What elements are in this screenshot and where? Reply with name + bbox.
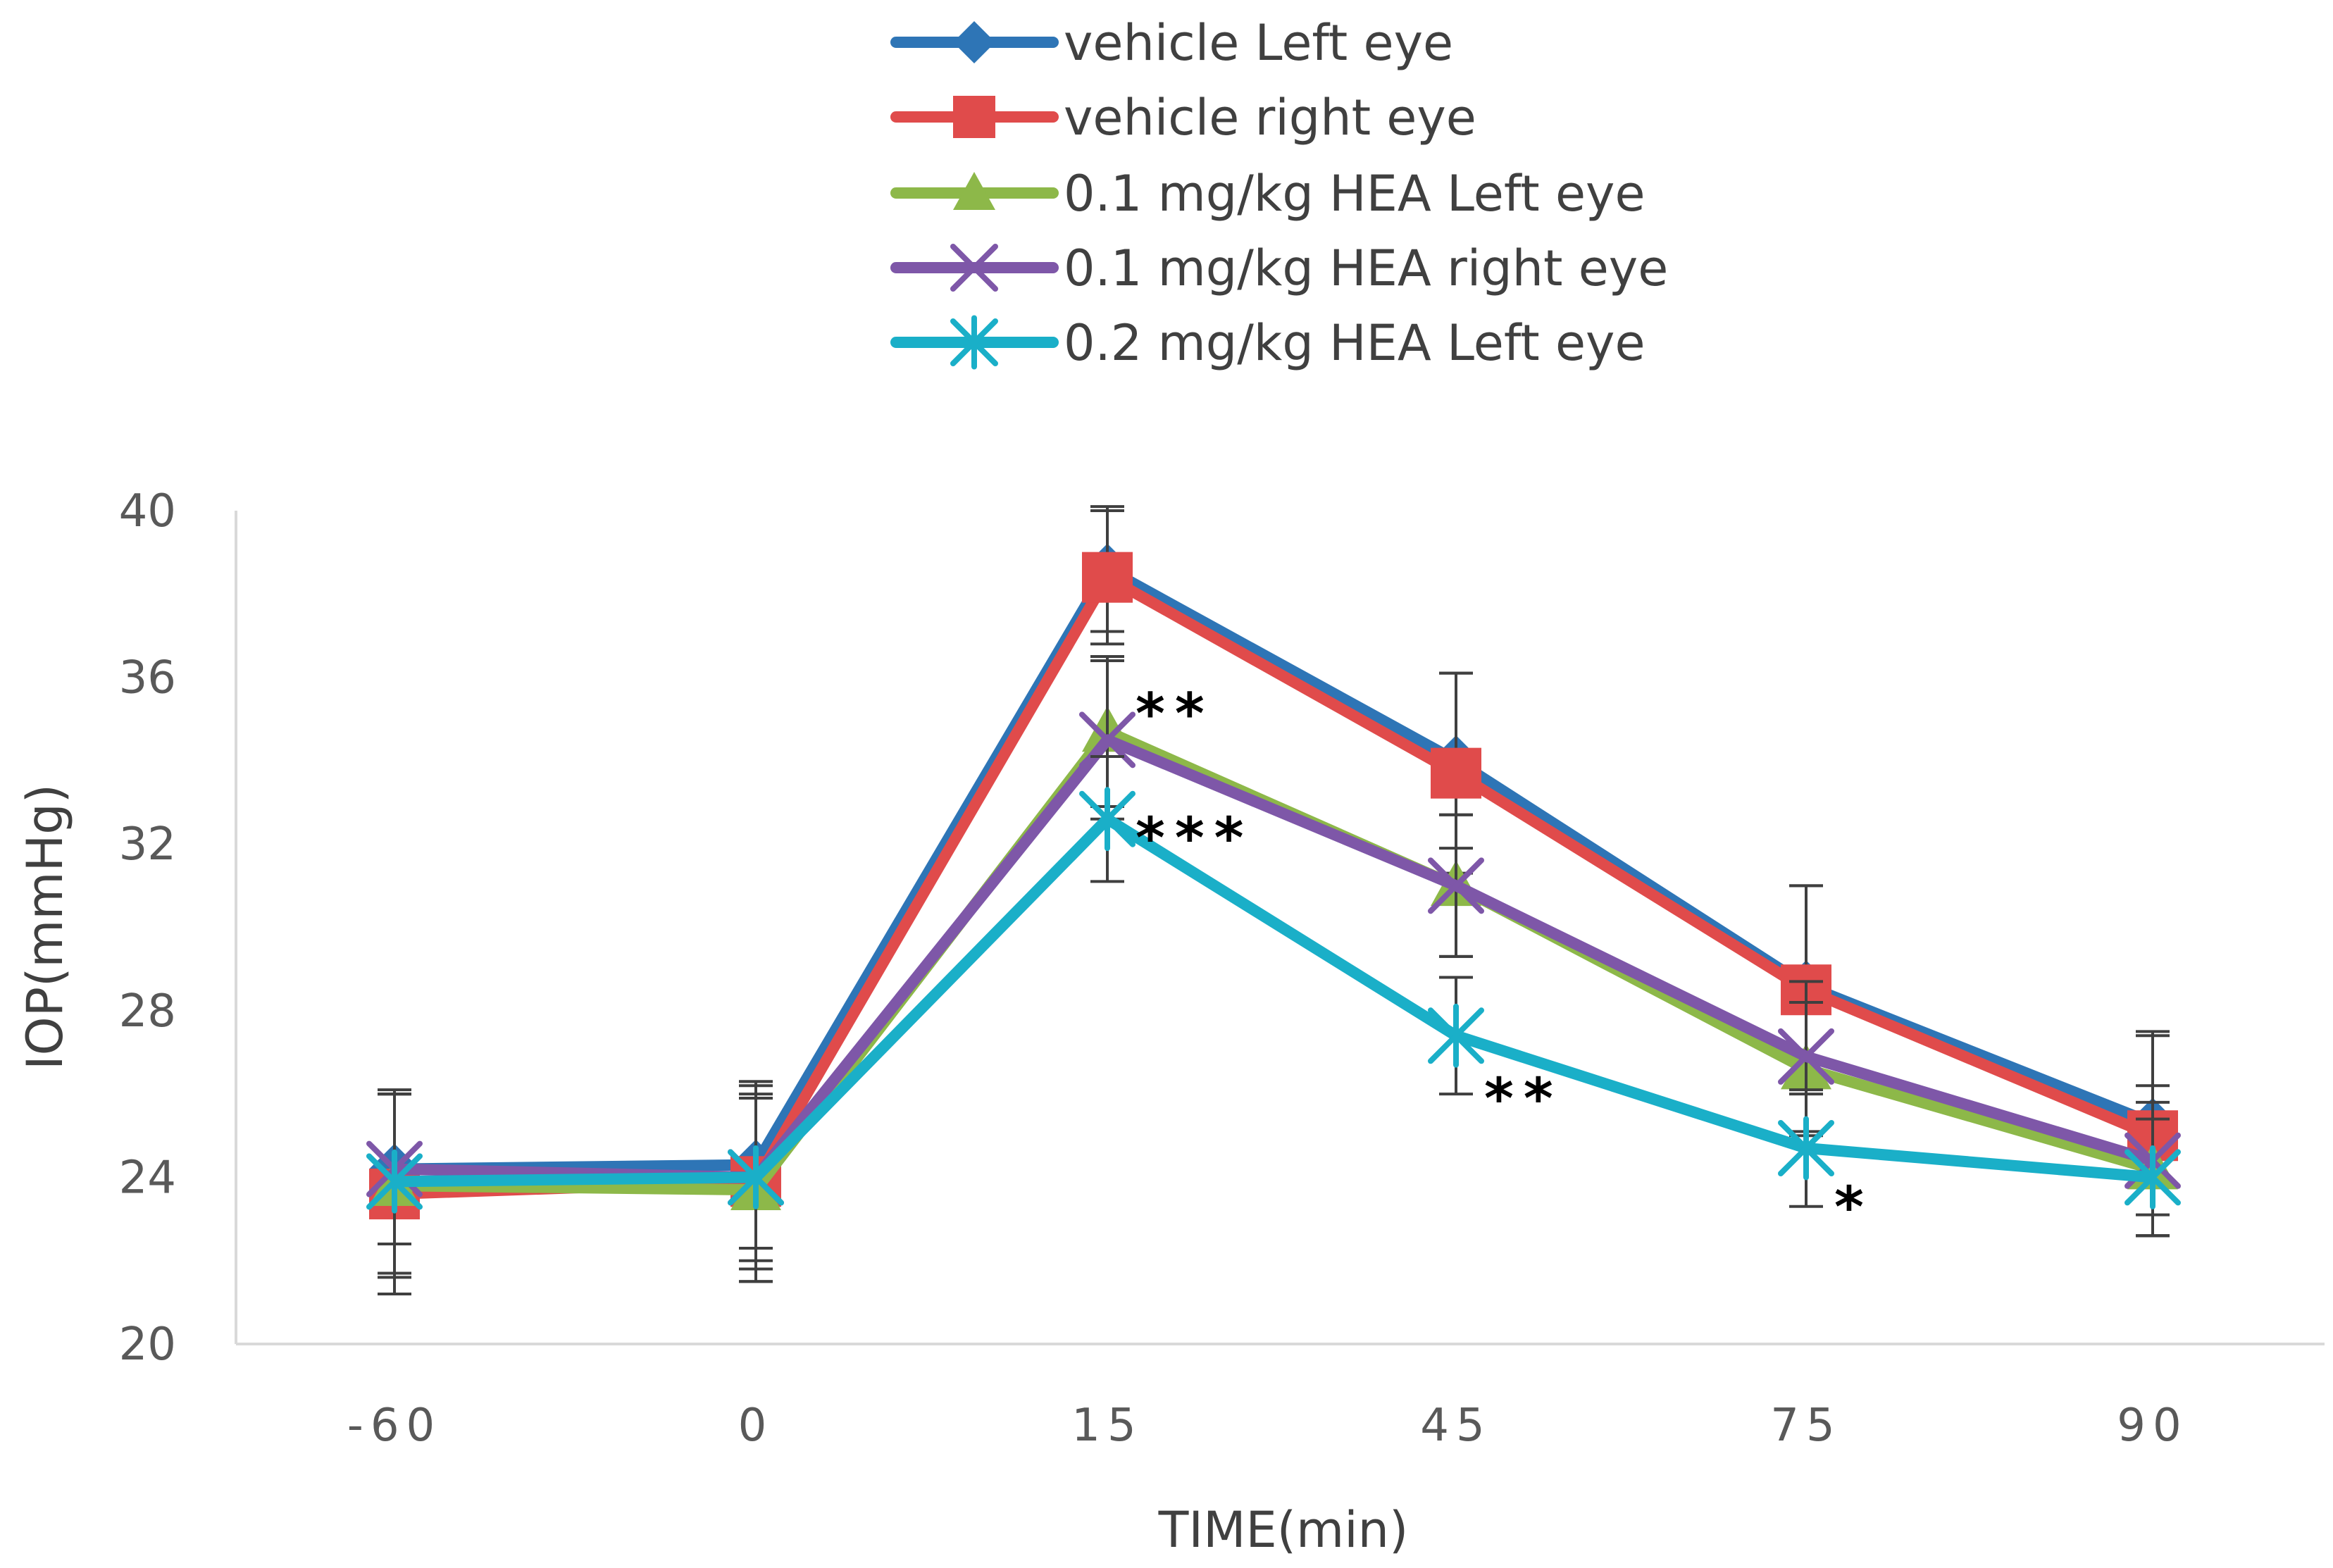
y-tick-label: 28 (119, 985, 176, 1038)
legend-label: vehicle Left eye (1064, 14, 1453, 72)
legend-marker (950, 315, 998, 370)
series-3 (369, 655, 2178, 1283)
data-point (1082, 552, 1133, 603)
legend-label: 0.1 mg/kg HEA right eye (1064, 239, 1668, 297)
annotations: ******** (1136, 681, 1874, 1240)
data-point-stroke (1428, 857, 1484, 914)
y-axis-title: IOP(mmHg) (16, 784, 74, 1070)
y-tick-labels: 20 24 28 32 36 40 (119, 485, 176, 1371)
x-axis-title: TIME(min) (1158, 1501, 1409, 1559)
series-4 (366, 659, 2181, 1262)
legend-item: 0.2 mg/kg HEA Left eye (890, 314, 1645, 372)
legend: vehicle Left eye vehicle right eye 0.1 mg/… (890, 14, 1668, 372)
y-tick-label: 20 (119, 1319, 176, 1371)
series-line (394, 571, 2155, 1200)
legend-item: 0.1 mg/kg HEA right eye (890, 239, 1668, 297)
series-1 (369, 505, 2178, 1250)
x-tick-label: -60 (347, 1400, 442, 1452)
x-tick-label: 15 (1071, 1400, 1143, 1452)
x-tick-label: 45 (1420, 1400, 1491, 1452)
legend-marker (953, 21, 995, 63)
legend-label: vehicle right eye (1064, 89, 1476, 147)
legend-marker-stroke (950, 244, 998, 292)
data-point (1079, 787, 1136, 852)
data-point (1428, 1003, 1484, 1068)
data-point (366, 1149, 423, 1214)
legend-marker (950, 244, 998, 292)
significance-annotation: * (1834, 1174, 1874, 1240)
data-point (1778, 1116, 1834, 1181)
series-line (394, 813, 2153, 1188)
y-tick-label: 36 (119, 652, 176, 704)
data-point (1431, 747, 1481, 799)
legend-marker (953, 172, 995, 210)
data-point-stroke (1778, 1028, 1834, 1085)
data-point (2124, 1145, 2181, 1209)
data-point (728, 1145, 784, 1209)
legend-marker (953, 96, 995, 138)
x-tick-labels: -60 0 15 45 75 90 (347, 1400, 2188, 1452)
data-point (1428, 857, 1484, 914)
series-layer (366, 505, 2181, 1296)
legend-label: 0.2 mg/kg HEA Left eye (1064, 314, 1645, 372)
data-point (1778, 1028, 1834, 1085)
legend-item: vehicle Left eye (890, 14, 1453, 72)
legend-item: vehicle right eye (890, 89, 1476, 147)
legend-label: 0.1 mg/kg HEA Left eye (1064, 165, 1645, 223)
series-line (394, 734, 2155, 1183)
series-5 (366, 754, 2181, 1275)
y-tick-label: 32 (119, 819, 176, 871)
significance-annotation: ** (1484, 1066, 1563, 1132)
significance-annotation: ** (1136, 681, 1214, 747)
x-tick-label: 0 (738, 1400, 774, 1452)
legend-item: 0.1 mg/kg HEA Left eye (890, 165, 1645, 223)
y-tick-label: 40 (119, 485, 176, 537)
axes (235, 511, 2325, 1345)
x-tick-label: 75 (1770, 1400, 1841, 1452)
x-tick-label: 90 (2117, 1400, 2188, 1452)
y-tick-label: 24 (119, 1152, 176, 1204)
series-line (394, 726, 2155, 1196)
significance-annotation: *** (1136, 806, 1254, 871)
